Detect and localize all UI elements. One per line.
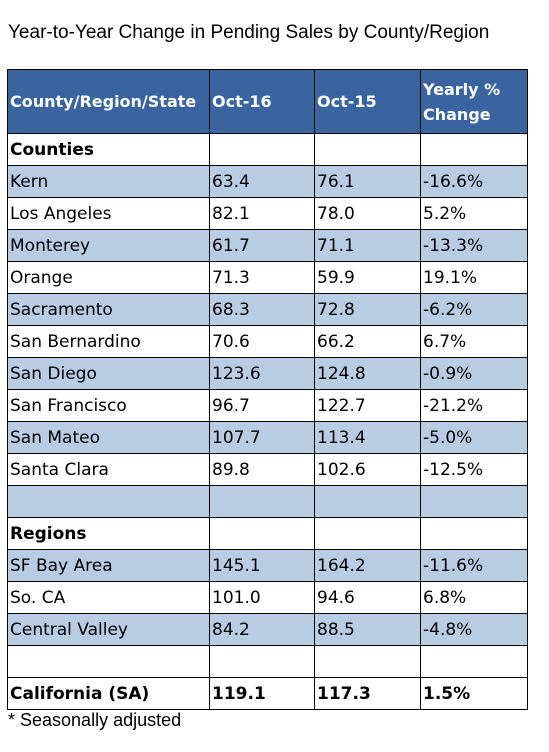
- table-row: SF Bay Area 145.1 164.2 -11.6%: [7, 549, 528, 582]
- value-cell: [209, 645, 315, 678]
- table-row: [7, 485, 528, 518]
- row-label-cell: San Bernardino: [7, 325, 210, 358]
- value-cell: 71.1: [314, 229, 421, 262]
- value-cell: 63.4: [209, 165, 315, 198]
- row-label-cell: Los Angeles: [7, 197, 210, 230]
- value-cell: -11.6%: [420, 549, 528, 582]
- value-cell: 96.7: [209, 389, 315, 422]
- footnote: * Seasonally adjusted: [8, 710, 182, 730]
- table-row: San Diego 123.6 124.8 -0.9%: [7, 357, 528, 390]
- value-cell: 71.3: [209, 261, 315, 294]
- value-cell: 78.0: [314, 197, 421, 230]
- row-label-cell: San Diego: [7, 357, 210, 390]
- row-label-cell: Santa Clara: [7, 453, 210, 486]
- value-cell: 123.6: [209, 357, 315, 390]
- row-label-cell: Counties: [7, 133, 210, 166]
- row-label-cell: Monterey: [7, 229, 210, 262]
- value-cell: 66.2: [314, 325, 421, 358]
- value-cell: 164.2: [314, 549, 421, 582]
- table-row: Kern 63.4 76.1 -16.6%: [7, 165, 528, 198]
- table-row: So. CA 101.0 94.6 6.8%: [7, 581, 528, 614]
- value-cell: [209, 517, 315, 550]
- value-cell: -6.2%: [420, 293, 528, 326]
- table-row: Monterey 61.7 71.1 -13.3%: [7, 229, 528, 262]
- value-cell: 6.7%: [420, 325, 528, 358]
- row-label-cell: Sacramento: [7, 293, 210, 326]
- column-header: Yearly % Change: [420, 69, 528, 134]
- table-row: Sacramento 68.3 72.8 -6.2%: [7, 293, 528, 326]
- value-cell: 6.8%: [420, 581, 528, 614]
- row-label-cell: Central Valley: [7, 613, 210, 646]
- row-label-cell: SF Bay Area: [7, 549, 210, 582]
- table-row: Orange 71.3 59.9 19.1%: [7, 261, 528, 294]
- value-cell: 145.1: [209, 549, 315, 582]
- value-cell: [314, 645, 421, 678]
- value-cell: -13.3%: [420, 229, 528, 262]
- value-cell: 5.2%: [420, 197, 528, 230]
- value-cell: 122.7: [314, 389, 421, 422]
- value-cell: 102.6: [314, 453, 421, 486]
- value-cell: 119.1: [209, 677, 315, 710]
- value-cell: [314, 485, 421, 518]
- value-cell: -12.5%: [420, 453, 528, 486]
- value-cell: [420, 517, 528, 550]
- section-header-row: Counties: [7, 133, 528, 166]
- table-row: San Mateo 107.7 113.4 -5.0%: [7, 421, 528, 454]
- table-row: [7, 645, 528, 678]
- value-cell: 59.9: [314, 261, 421, 294]
- pending-sales-table: County/Region/State Oct-16 Oct-15 Yearly…: [7, 69, 528, 710]
- value-cell: 84.2: [209, 613, 315, 646]
- row-label-cell: [7, 645, 210, 678]
- value-cell: 19.1%: [420, 261, 528, 294]
- section-header-row: Regions: [7, 517, 528, 550]
- column-header: County/Region/State: [7, 69, 210, 134]
- row-label-cell: Orange: [7, 261, 210, 294]
- value-cell: 70.6: [209, 325, 315, 358]
- value-cell: 68.3: [209, 293, 315, 326]
- value-cell: 88.5: [314, 613, 421, 646]
- column-header: Oct-16: [209, 69, 315, 134]
- table-row: San Bernardino 70.6 66.2 6.7%: [7, 325, 528, 358]
- row-label-cell: San Francisco: [7, 389, 210, 422]
- value-cell: -5.0%: [420, 421, 528, 454]
- value-cell: [209, 133, 315, 166]
- value-cell: [209, 485, 315, 518]
- value-cell: 117.3: [314, 677, 421, 710]
- total-row: California (SA) 119.1 117.3 1.5%: [7, 677, 528, 710]
- value-cell: -16.6%: [420, 165, 528, 198]
- value-cell: 94.6: [314, 581, 421, 614]
- row-label-cell: California (SA): [7, 677, 210, 710]
- value-cell: [314, 133, 421, 166]
- value-cell: -21.2%: [420, 389, 528, 422]
- value-cell: [420, 485, 528, 518]
- table-body: Counties Kern 63.4 76.1 -16.6% Los Angeles 82.…: [7, 133, 528, 710]
- value-cell: [314, 517, 421, 550]
- value-cell: 113.4: [314, 421, 421, 454]
- value-cell: 124.8: [314, 357, 421, 390]
- value-cell: [420, 133, 528, 166]
- row-label-cell: Regions: [7, 517, 210, 550]
- column-header: Oct-15: [314, 69, 421, 134]
- value-cell: 107.7: [209, 421, 315, 454]
- page-title: Year-to-Year Change in Pending Sales by …: [8, 22, 490, 43]
- table-header-row: County/Region/State Oct-16 Oct-15 Yearly…: [7, 69, 528, 134]
- value-cell: 76.1: [314, 165, 421, 198]
- row-label-cell: So. CA: [7, 581, 210, 614]
- table-row: San Francisco 96.7 122.7 -21.2%: [7, 389, 528, 422]
- row-label-cell: San Mateo: [7, 421, 210, 454]
- row-label-cell: [7, 485, 210, 518]
- value-cell: -0.9%: [420, 357, 528, 390]
- value-cell: 61.7: [209, 229, 315, 262]
- table-row: Los Angeles 82.1 78.0 5.2%: [7, 197, 528, 230]
- row-label-cell: Kern: [7, 165, 210, 198]
- value-cell: [420, 645, 528, 678]
- value-cell: 101.0: [209, 581, 315, 614]
- table-row: Central Valley 84.2 88.5 -4.8%: [7, 613, 528, 646]
- table-row: Santa Clara 89.8 102.6 -12.5%: [7, 453, 528, 486]
- value-cell: 82.1: [209, 197, 315, 230]
- value-cell: 89.8: [209, 453, 315, 486]
- value-cell: 1.5%: [420, 677, 528, 710]
- value-cell: 72.8: [314, 293, 421, 326]
- value-cell: -4.8%: [420, 613, 528, 646]
